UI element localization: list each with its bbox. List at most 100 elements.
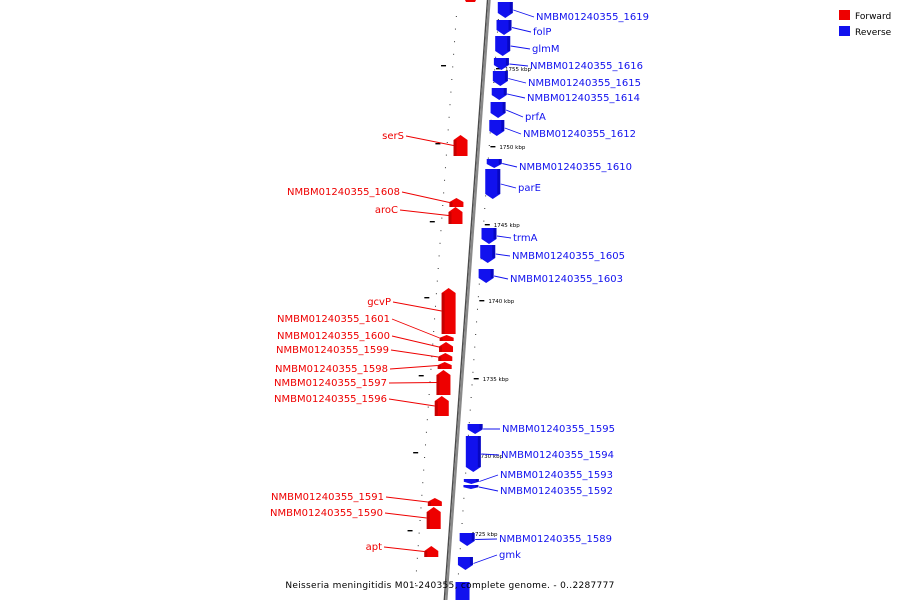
forward-gene-NMBM01240355_1590[interactable] — [426, 507, 441, 529]
label-leader-line — [509, 63, 529, 67]
reverse-gene-label[interactable]: NMBM01240355_1612 — [523, 129, 636, 140]
reverse-gene-NMBM01240355_1594[interactable] — [465, 436, 481, 472]
reverse-gene-glmM[interactable] — [495, 36, 511, 56]
forward-gene-label[interactable]: NMBM01240355_1599 — [276, 345, 389, 356]
gene-arrow-shade — [475, 485, 479, 488]
minor-tick-left — [444, 179, 446, 181]
label-leader-line — [478, 486, 499, 492]
reverse-gene-trmA[interactable] — [481, 228, 497, 244]
reverse-gene-NMBM01240355_1610[interactable] — [486, 159, 502, 168]
label-leader-line — [494, 275, 509, 280]
reverse-gene-label[interactable]: NMBM01240355_1615 — [528, 78, 641, 89]
reverse-gene-label[interactable]: NMBM01240355_1619 — [536, 12, 649, 23]
reverse-gene-label[interactable]: trmA — [513, 233, 538, 244]
forward-gene-NMBM01240355_1600[interactable] — [439, 342, 454, 352]
forward-gene-NMBM01240355_1608[interactable] — [449, 198, 464, 207]
forward-gene-serS[interactable] — [453, 135, 468, 156]
reverse-gene-label[interactable]: glmM — [532, 44, 560, 55]
forward-gene-label[interactable]: NMBM01240355_1608 — [287, 187, 400, 198]
reverse-gene-label[interactable]: NMBM01240355_1594 — [501, 450, 614, 461]
reverse-gene-label[interactable]: NMBM01240355_1614 — [527, 93, 640, 104]
forward-gene-aroC[interactable] — [448, 207, 463, 224]
reverse-gene-label[interactable]: prfA — [525, 112, 546, 123]
forward-gene-NMBM01240355_1596[interactable] — [434, 396, 449, 416]
gene-arrow-face — [491, 88, 507, 100]
gene-arrow-face — [480, 245, 496, 263]
genome-backbone — [444, 0, 491, 604]
minor-tick-left — [451, 79, 453, 80]
forward-gene-label[interactable]: NMBM01240355_1597 — [274, 378, 387, 389]
reverse-gene-NMBM01240355_1616[interactable] — [493, 58, 509, 70]
minor-tick-right — [459, 548, 461, 550]
reverse-gene-label[interactable]: NMBM01240355_1616 — [530, 61, 643, 72]
reverse-gene-label[interactable]: gmk — [499, 550, 521, 561]
forward-gene-label[interactable]: NMBM01240355_1591 — [271, 492, 384, 503]
label-leader-line — [510, 45, 531, 50]
forward-gene-NMBM01240355_1599[interactable] — [438, 353, 453, 361]
scale-tick-label: 1735 kbp — [483, 377, 509, 383]
gene-arrow-shade — [497, 169, 501, 194]
reverse-gene-NMBM01240355_1603[interactable] — [478, 269, 494, 283]
reverse-gene-label[interactable]: NMBM01240355_1589 — [499, 534, 612, 545]
gene-arrow-face — [486, 159, 502, 168]
reverse-gene-parE[interactable] — [485, 169, 501, 199]
forward-gene-gcvP[interactable] — [441, 288, 456, 334]
forward-gene-label[interactable]: NMBM01240355_1600 — [277, 331, 390, 342]
reverse-gene-NMBM01240355_1619[interactable] — [497, 2, 513, 18]
forward-gene-label[interactable]: NMBM01240355_1598 — [275, 364, 388, 375]
reverse-gene-label[interactable]: NMBM01240355_1595 — [502, 424, 615, 435]
forward-gene-label[interactable]: aroC — [375, 205, 398, 216]
reverse-gene-NMBM01240355_1592[interactable] — [463, 485, 479, 489]
forward-gene-NMBM01240355_1591[interactable] — [427, 498, 442, 506]
reverse-gene-NMBM01240355_1612[interactable] — [489, 120, 505, 136]
reverse-gene-label[interactable]: parE — [518, 183, 541, 194]
reverse-gene-label[interactable]: NMBM01240355_1610 — [519, 162, 632, 173]
forward-gene-NMBM01240355_1601[interactable] — [439, 335, 454, 341]
genome-backbone-layer — [443, 0, 491, 604]
reverse-gene-NMBM01240355_1589[interactable] — [459, 533, 475, 546]
label-leader-line — [383, 546, 425, 552]
minor-tick-left — [452, 66, 454, 68]
forward-gene-label[interactable]: serS — [382, 131, 404, 142]
reverse-gene-NMBM01240355_1615[interactable] — [492, 71, 508, 86]
minor-tick-right — [457, 573, 459, 575]
reverse-gene-prfA[interactable] — [490, 102, 506, 118]
gene-arrow-shade — [504, 71, 508, 81]
forward-gene-label[interactable]: NMBM01240355_1590 — [270, 508, 383, 519]
minor-tick-left — [439, 242, 441, 244]
forward-gene-label[interactable]: apt — [366, 542, 382, 553]
reverse-gene-label[interactable]: NMBM01240355_1592 — [500, 486, 613, 497]
reverse-gene-NMBM01240355_1595[interactable] — [467, 424, 483, 434]
forward-gene-label[interactable]: NMBM01240355_1596 — [274, 394, 387, 405]
forward-gene-apt[interactable] — [424, 546, 439, 557]
forward-gene-label[interactable]: NMBM01240355_1601 — [277, 314, 390, 325]
gene-arrow-shade — [479, 424, 483, 430]
forward-gene-label[interactable]: gcvP — [367, 297, 391, 308]
forward-gene-NMBM01240355_1598[interactable] — [437, 362, 452, 369]
reverse-gene-label[interactable]: folP — [533, 27, 551, 38]
reverse-gene-label[interactable]: NMBM01240355_1605 — [512, 251, 625, 262]
major-tick-right — [490, 146, 496, 148]
reverse-gene-gmk[interactable] — [457, 557, 473, 570]
minor-tick-left — [429, 381, 431, 383]
reverse-gene-folP[interactable] — [496, 20, 512, 35]
minor-tick-right — [470, 397, 472, 398]
reverse-gene-NMBM01240355_1614[interactable] — [491, 88, 507, 100]
gene-arrow-shade — [427, 501, 431, 506]
label-leader-line — [388, 398, 435, 407]
reverse-gene-NMBM01240355_1593[interactable] — [463, 479, 479, 484]
gene-arrow-face — [434, 396, 449, 416]
label-leader-line — [388, 382, 437, 384]
reverse-gene-label[interactable]: NMBM01240355_1593 — [500, 470, 613, 481]
label-leader-line — [390, 349, 439, 358]
reverse-gene-NMBM01240355_1605[interactable] — [480, 245, 496, 263]
label-leader-line — [511, 27, 532, 33]
gene-arrow-shade — [477, 436, 481, 467]
forward-gene-NMBM01240355_1597[interactable] — [436, 370, 451, 395]
minor-tick-right — [477, 296, 479, 298]
gene-arrow-face — [492, 71, 508, 86]
gene-arrow-shade — [439, 337, 443, 341]
reverse-gene-label[interactable]: NMBM01240355_1603 — [510, 274, 623, 285]
